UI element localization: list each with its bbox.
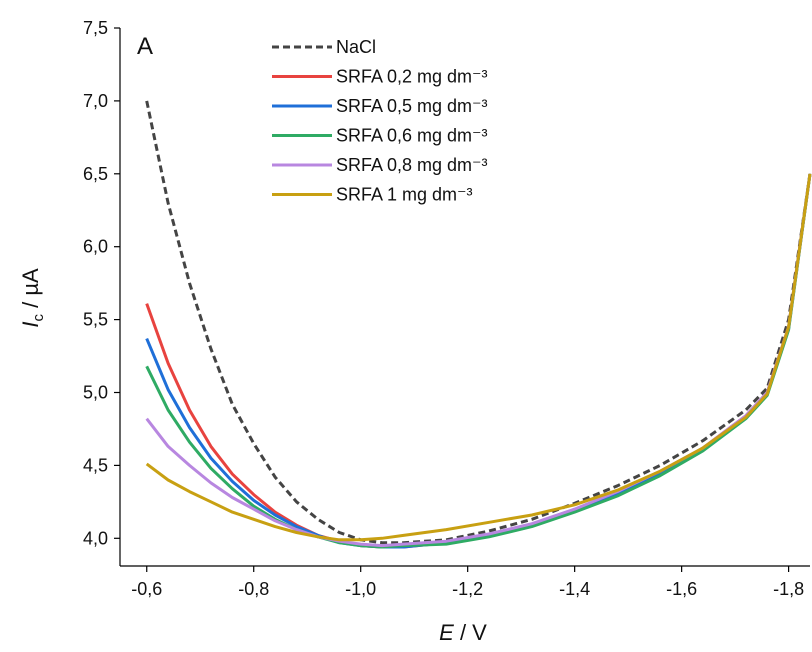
y-label-unit: / µA <box>18 268 43 308</box>
y-label-subscript: c <box>30 314 47 322</box>
legend-label: SRFA 1 mg dm⁻³ <box>336 185 473 205</box>
x-axis-label: E / V <box>439 620 487 645</box>
x-label-unit: / V <box>460 620 487 645</box>
series-line <box>145 100 812 545</box>
y-tick-label: 4,0 <box>83 528 108 548</box>
legend-label: SRFA 0,5 mg dm⁻³ <box>336 96 488 116</box>
panel-label: A <box>137 33 153 60</box>
series-line <box>145 173 812 549</box>
x-tick-label: -1,2 <box>452 579 483 599</box>
legend-label: SRFA 0,2 mg dm⁻³ <box>336 67 488 87</box>
legend-label: SRFA 0,8 mg dm⁻³ <box>336 155 488 175</box>
series-line <box>145 173 812 549</box>
y-tick-label: 4,5 <box>83 455 108 475</box>
x-tick-label: -1,4 <box>559 579 590 599</box>
series-line <box>145 173 812 548</box>
legend-label: NaCl <box>336 37 376 57</box>
x-tick-label: -1,0 <box>345 579 376 599</box>
x-tick-label: -1,6 <box>666 579 697 599</box>
legend-label: SRFA 0,6 mg dm⁻³ <box>336 126 488 146</box>
y-tick-label: 5,0 <box>83 382 108 402</box>
series-line <box>145 173 812 549</box>
y-tick-label: 7,5 <box>83 18 108 38</box>
y-tick-label: 7,0 <box>83 91 108 111</box>
y-tick-label: 5,5 <box>83 310 108 330</box>
y-tick-label: 6,0 <box>83 237 108 257</box>
y-label-symbol: I <box>18 322 43 328</box>
y-axis-label: Ic / µA <box>18 268 48 328</box>
x-tick-label: -0,6 <box>131 579 162 599</box>
x-tick-label: -0,8 <box>238 579 269 599</box>
x-label-symbol: E <box>439 620 454 645</box>
series-line <box>145 173 812 542</box>
x-tick-label: -1,8 <box>773 579 804 599</box>
y-tick-label: 6,5 <box>83 164 108 184</box>
